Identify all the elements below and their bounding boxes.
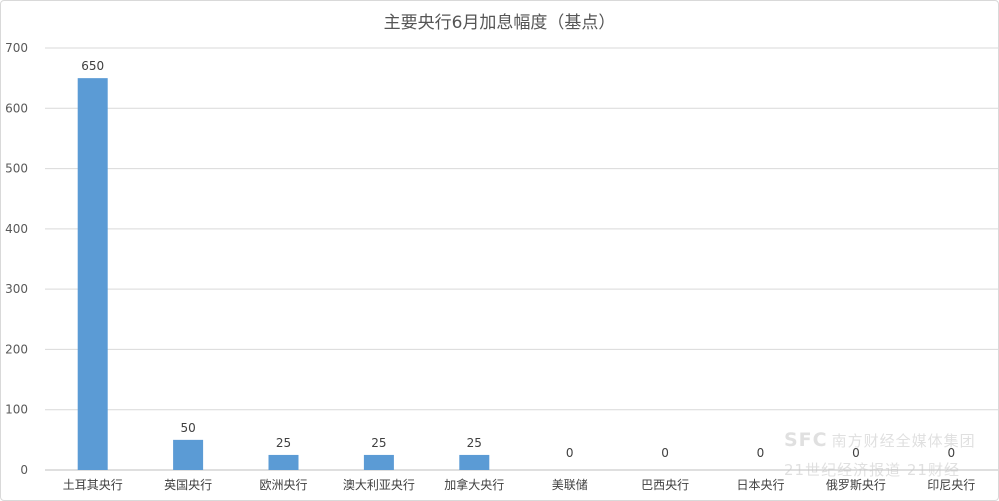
x-category-label: 印尼央行 — [927, 478, 975, 492]
data-label: 0 — [566, 446, 574, 460]
data-label: 0 — [852, 446, 860, 460]
y-tick-label: 0 — [20, 463, 28, 477]
data-labels: 650 50 25 25 25 0 0 0 0 0 — [81, 59, 955, 460]
chart-title: 主要央行6月加息幅度（基点） — [383, 13, 616, 33]
bar — [77, 78, 108, 471]
x-category-label: 巴西央行 — [641, 478, 689, 492]
x-category-label: 澳大利亚央行 — [343, 478, 415, 492]
x-category-label: 英国央行 — [164, 478, 212, 492]
data-label: 50 — [180, 421, 195, 435]
watermark-line2: 21世纪经济报道 21财经 — [784, 461, 960, 479]
data-label: 0 — [757, 446, 765, 460]
data-label: 0 — [947, 446, 955, 460]
x-axis-categories: 土耳其央行 英国央行 欧洲央行 澳大利亚央行 加拿大央行 美联储 巴西央行 日本央行 俄罗斯央行… — [63, 477, 976, 492]
bar — [459, 454, 490, 470]
bar — [363, 454, 394, 470]
y-tick-label: 700 — [5, 41, 28, 55]
data-label: 25 — [371, 436, 386, 450]
y-tick-label: 100 — [5, 403, 28, 417]
x-category-label: 加拿大央行 — [444, 477, 504, 492]
y-tick-label: 600 — [5, 101, 28, 115]
data-label: 0 — [661, 446, 669, 460]
x-category-label: 俄罗斯央行 — [826, 478, 886, 492]
y-tick-label: 500 — [5, 162, 28, 176]
y-tick-label: 200 — [5, 342, 28, 356]
data-label: 25 — [276, 436, 291, 450]
gridlines — [45, 47, 998, 471]
watermark-group-name: 南方财经全媒体集团 — [831, 432, 976, 450]
bar — [173, 439, 204, 470]
data-label: 650 — [81, 59, 104, 73]
data-label: 25 — [467, 436, 482, 450]
x-category-label: 土耳其央行 — [63, 478, 123, 492]
publisher-watermark: SFC 南方财经全媒体集团 21世纪经济报道 21财经 — [784, 429, 984, 493]
watermark-logo: SFC — [784, 429, 828, 451]
x-category-label: 欧洲央行 — [259, 478, 307, 492]
bar — [268, 454, 299, 470]
x-category-label: 日本央行 — [736, 478, 784, 492]
bars — [77, 78, 490, 471]
y-tick-label: 400 — [5, 222, 28, 236]
x-category-label: 美联储 — [552, 477, 588, 492]
watermark-line1: SFC 南方财经全媒体集团 — [784, 429, 976, 451]
y-axis-ticks: 0 100 200 300 400 500 600 700 — [5, 41, 28, 477]
y-tick-label: 300 — [5, 282, 28, 296]
